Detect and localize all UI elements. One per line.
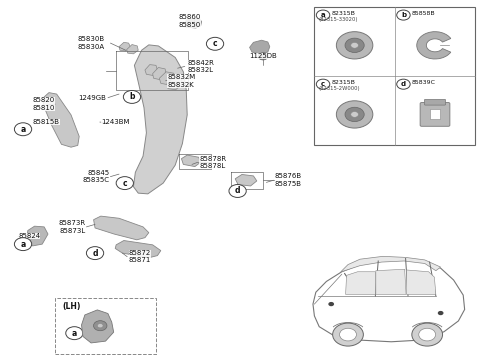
Circle shape [336,101,373,128]
Text: c: c [321,81,325,87]
Polygon shape [153,67,166,80]
Polygon shape [115,241,161,258]
Text: 85815B: 85815B [33,119,60,125]
Text: c: c [213,39,217,48]
Polygon shape [127,45,138,54]
Text: 85830B
85830A: 85830B 85830A [77,36,105,50]
Circle shape [419,328,436,341]
Circle shape [229,185,246,197]
Polygon shape [376,269,406,294]
Text: d: d [401,81,406,87]
Text: 85878R
85878L: 85878R 85878L [199,155,227,169]
Circle shape [438,311,444,315]
Polygon shape [313,260,465,342]
Circle shape [339,328,357,341]
Circle shape [336,32,373,59]
Text: 85842R
85832L: 85842R 85832L [187,60,214,73]
Text: a: a [21,239,25,249]
Text: 85824: 85824 [18,233,40,239]
Polygon shape [133,45,187,194]
Polygon shape [167,77,182,90]
Polygon shape [119,42,131,51]
Text: 85839C: 85839C [412,80,436,85]
Circle shape [412,323,443,346]
Text: 82315B: 82315B [331,11,355,16]
Circle shape [258,53,268,60]
Text: b: b [401,12,406,18]
Polygon shape [341,256,441,272]
Text: b: b [129,92,135,102]
Text: 82315B: 82315B [331,80,355,85]
Text: a: a [72,328,77,338]
Polygon shape [145,65,157,75]
Text: d: d [92,248,98,258]
Polygon shape [181,155,201,167]
Text: 1249GB: 1249GB [79,95,107,101]
Circle shape [14,238,32,251]
Polygon shape [250,40,270,54]
Text: 85858B: 85858B [412,11,435,16]
Text: (82315-2W000): (82315-2W000) [318,86,360,91]
Polygon shape [407,270,436,294]
Text: 85873R
85873L: 85873R 85873L [58,220,85,234]
Polygon shape [235,174,257,186]
Text: 85820
85810: 85820 85810 [33,97,55,111]
Circle shape [206,37,224,50]
Text: (82315-33020): (82315-33020) [318,17,358,22]
Circle shape [316,10,330,20]
Text: 1243BM: 1243BM [101,119,129,125]
Circle shape [316,79,330,89]
Polygon shape [185,18,202,28]
Text: a: a [21,125,25,134]
Circle shape [86,247,104,260]
Circle shape [123,90,141,103]
Text: 1125DB: 1125DB [249,53,277,59]
Text: 85832M
85832K: 85832M 85832K [167,74,195,88]
Polygon shape [43,93,79,147]
Circle shape [351,42,359,48]
Text: 85872
85871: 85872 85871 [129,250,151,264]
Circle shape [94,321,107,331]
Text: 85845
85835C: 85845 85835C [83,170,109,183]
Text: a: a [321,12,325,18]
Text: c: c [122,178,127,188]
Text: d: d [235,186,240,196]
Circle shape [396,79,410,89]
FancyBboxPatch shape [420,103,450,126]
Polygon shape [346,272,375,294]
FancyBboxPatch shape [314,7,475,145]
Polygon shape [94,216,149,240]
Circle shape [396,10,410,20]
FancyBboxPatch shape [430,109,440,119]
Circle shape [345,38,364,52]
FancyBboxPatch shape [424,99,445,105]
FancyBboxPatch shape [55,298,156,354]
Polygon shape [26,226,48,246]
Circle shape [328,302,334,306]
Circle shape [333,323,363,346]
Polygon shape [82,310,114,343]
Circle shape [351,112,359,117]
Wedge shape [417,32,451,59]
Circle shape [97,323,103,328]
Circle shape [345,107,364,122]
Text: 85860
85850: 85860 85850 [179,14,201,28]
Circle shape [116,177,133,190]
Text: (LH): (LH) [62,302,81,311]
Text: 85876B
85875B: 85876B 85875B [275,173,302,187]
Circle shape [66,327,83,340]
Circle shape [14,123,32,136]
Polygon shape [159,72,174,85]
Text: 85823B: 85823B [119,327,146,333]
